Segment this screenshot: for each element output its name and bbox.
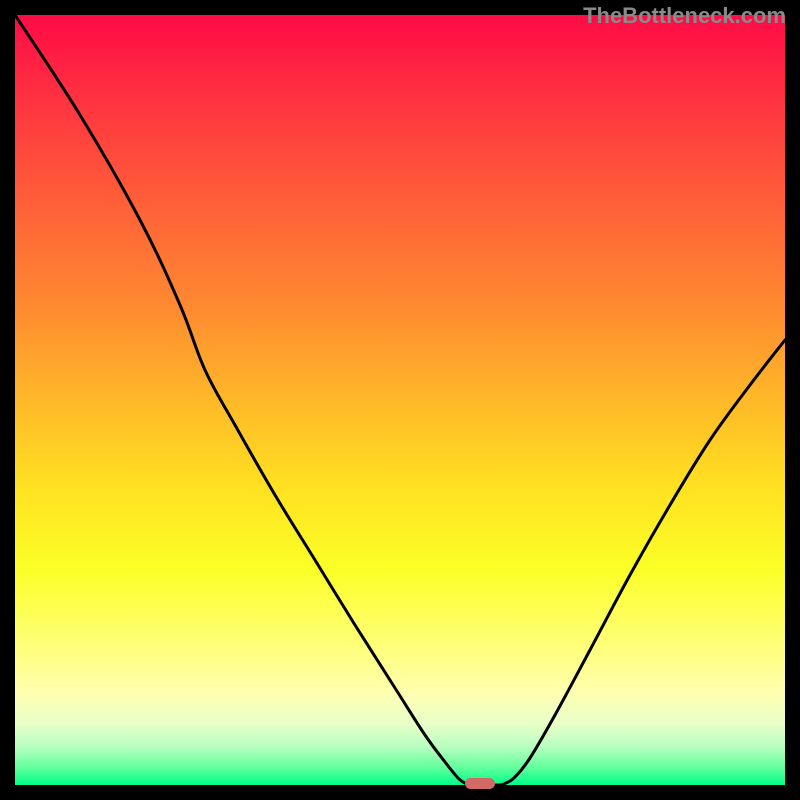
chart-container: TheBottleneck.com (0, 0, 800, 800)
plot-area (15, 15, 785, 785)
minimum-marker (465, 778, 495, 789)
watermark-text: TheBottleneck.com (583, 3, 786, 29)
curve-line (15, 15, 785, 785)
